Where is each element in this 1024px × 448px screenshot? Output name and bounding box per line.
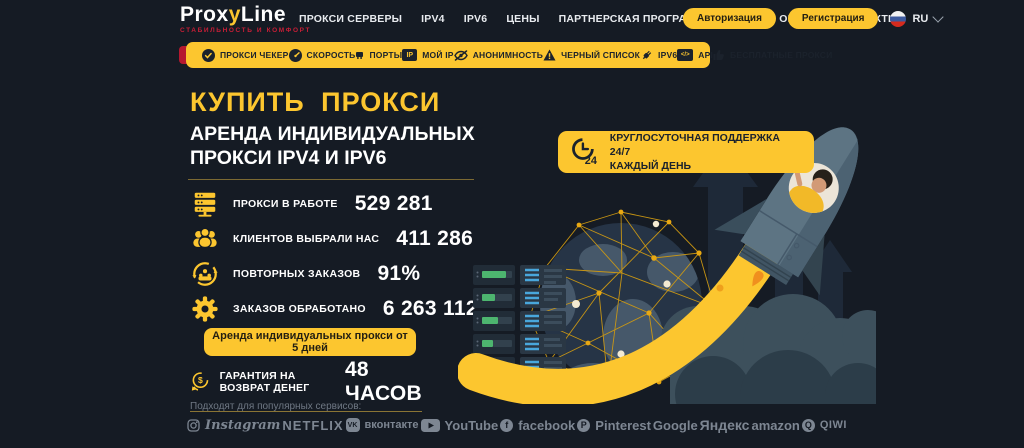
tool-my-ip[interactable]: IP МОЙ IP — [402, 49, 453, 61]
google-logo: Google — [652, 417, 698, 433]
qiwi-logo: Q QIWI — [801, 418, 847, 432]
brand-tagline: СТАБИЛЬНОСТЬ И КОМФОРТ — [180, 27, 312, 34]
tool-anonymity[interactable]: АНОНИМНОСТЬ — [453, 49, 543, 61]
youtube-icon — [420, 418, 440, 432]
amazon-logo: amazon — [751, 417, 800, 433]
rent-proxies-button[interactable]: Аренда индивидуальных прокси от 5 дней — [204, 328, 416, 356]
repeat-orders-icon — [190, 259, 220, 289]
server-icon — [190, 189, 220, 219]
vk-icon: VK — [345, 418, 360, 432]
facebook-logo: f facebook — [500, 418, 575, 433]
login-button[interactable]: Авторизация — [683, 8, 776, 29]
brand-wordmark: ProxyLine — [180, 3, 287, 26]
brand-logo[interactable]: ProxyLine СТАБИЛЬНОСТЬ И КОМФОРТ — [180, 4, 311, 35]
tool-ports[interactable]: ПОРТЫ — [355, 50, 402, 60]
warning-icon — [543, 49, 556, 61]
tool-blacklist[interactable]: ЧЕРНЫЙ СПИСОК — [543, 49, 640, 61]
page-subtitle: АРЕНДА ИНДИВИДУАЛЬНЫХ ПРОКСИ IPV4 И IPV6 — [190, 123, 475, 169]
language-selector[interactable]: RU — [890, 10, 945, 27]
support-badge: 24 КРУГЛОСУТОЧНАЯ ПОДДЕРЖКА 24/7 КАЖДЫЙ … — [558, 131, 814, 173]
check-circle-icon — [202, 48, 215, 62]
support-text: КРУГЛОСУТОЧНАЯ ПОДДЕРЖКА 24/7 КАЖДЫЙ ДЕН… — [609, 131, 781, 173]
nav-proxy-servers[interactable]: ПРОКСИ СЕРВЕРЫ — [299, 13, 403, 25]
plug-icon — [642, 50, 652, 59]
subtitle-divider — [188, 179, 474, 180]
money-back-guarantee: $ ГАРАНТИЯ НА ВОЗВРАТ ДЕНЕГ 48 ЧАСОВ — [190, 358, 422, 412]
pinterest-icon: P — [577, 418, 591, 432]
tool-ipv6[interactable]: IPV6 — [640, 49, 677, 62]
stats-list: ПРОКСИ В РАБОТЕ 529 281 КЛИЕНТОВ ВЫБРАЛИ… — [190, 191, 478, 322]
nav-ipv6[interactable]: IPV6 — [463, 13, 488, 25]
users-icon — [190, 224, 220, 254]
nav-prices[interactable]: ЦЕНЫ — [506, 13, 540, 25]
ip-badge-icon: IP — [402, 49, 418, 61]
netflix-logo: NETFLIX — [282, 417, 344, 433]
rocket-trail — [458, 193, 805, 404]
instagram-logo: Instagram — [187, 418, 280, 433]
services-logos: Instagram NETFLIX VK вконтакте YouTube f… — [187, 417, 847, 433]
language-code: RU — [912, 12, 929, 25]
instagram-icon — [187, 418, 200, 432]
facebook-icon: f — [500, 418, 514, 432]
tool-proxy-checker[interactable]: ПРОКСИ ЧЕКЕР — [202, 48, 289, 62]
russia-flag-icon — [890, 10, 907, 27]
auth-area: Авторизация Регистрация RU — [683, 8, 945, 29]
port-icon — [356, 51, 364, 59]
svg-text:$: $ — [198, 375, 203, 385]
qiwi-icon: Q — [801, 418, 815, 432]
thumb-up-icon — [713, 50, 724, 60]
youtube-logo: YouTube — [420, 418, 498, 433]
tool-speed[interactable]: СКОРОСТЬ — [288, 48, 356, 62]
rocket-illustration — [714, 127, 859, 296]
nav-ipv4[interactable]: IPV4 — [421, 13, 445, 25]
chevron-down-icon — [932, 11, 945, 23]
gear-icon — [190, 294, 220, 324]
services-label: Подходят для популярных сервисов: — [190, 401, 362, 412]
stat-proxies-working: ПРОКСИ В РАБОТЕ 529 281 — [190, 191, 478, 217]
clock-24-icon: 24 — [572, 138, 597, 167]
vkontakte-logo: VK вконтакте — [345, 418, 419, 432]
hero-illustration — [458, 127, 876, 404]
tool-free-proxies[interactable]: БЕСПЛАТНЫЕ ПРОКСИ — [713, 49, 832, 61]
code-badge-icon: </> — [677, 49, 694, 61]
page-title: КУПИТЬ ПРОКСИ — [190, 87, 441, 117]
yandex-logo: Яндекс — [699, 417, 750, 433]
register-button[interactable]: Регистрация — [787, 8, 879, 29]
svg-text:24: 24 — [585, 155, 597, 167]
nav-partner-program[interactable]: ПАРТНЕРСКАЯ ПРОГРАММА — [558, 13, 712, 25]
tools-toolbar: ПРОКСИ ЧЕКЕР СКОРОСТЬ ПОРТЫ IP МОЙ IP АН… — [186, 42, 832, 68]
stat-clients: КЛИЕНТОВ ВЫБРАЛИ НАС 411 286 — [190, 226, 478, 252]
speedometer-icon — [288, 48, 302, 62]
money-back-icon: $ — [191, 372, 209, 391]
stat-repeat-orders: ПОВТОРНЫХ ЗАКАЗОВ 91% — [190, 261, 478, 287]
pinterest-logo: P Pinterest — [577, 418, 651, 433]
eye-off-icon — [453, 49, 468, 61]
stat-orders-processed: ЗАКАЗОВ ОБРАБОТАНО 6 263 112 — [190, 296, 478, 322]
tool-api[interactable]: </> API — [677, 49, 713, 61]
